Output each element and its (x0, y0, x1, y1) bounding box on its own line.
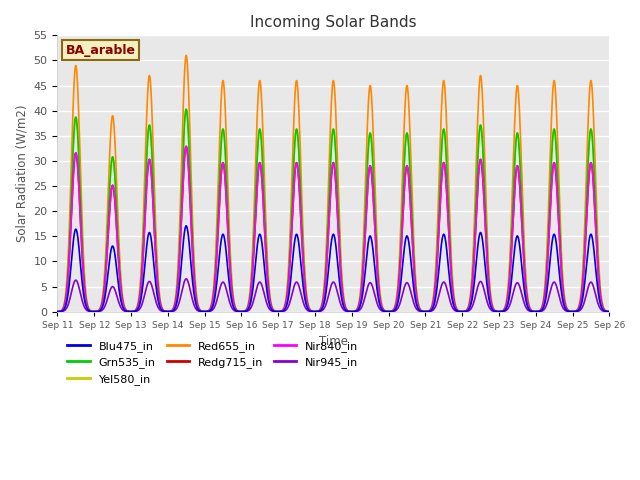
Y-axis label: Solar Radiation (W/m2): Solar Radiation (W/m2) (15, 105, 28, 242)
Title: Incoming Solar Bands: Incoming Solar Bands (250, 15, 417, 30)
Legend: Blu475_in, Grn535_in, Yel580_in, Red655_in, Redg715_in, Nir840_in, Nir945_in: Blu475_in, Grn535_in, Yel580_in, Red655_… (63, 336, 363, 389)
X-axis label: Time: Time (319, 335, 348, 348)
Text: BA_arable: BA_arable (66, 44, 136, 57)
